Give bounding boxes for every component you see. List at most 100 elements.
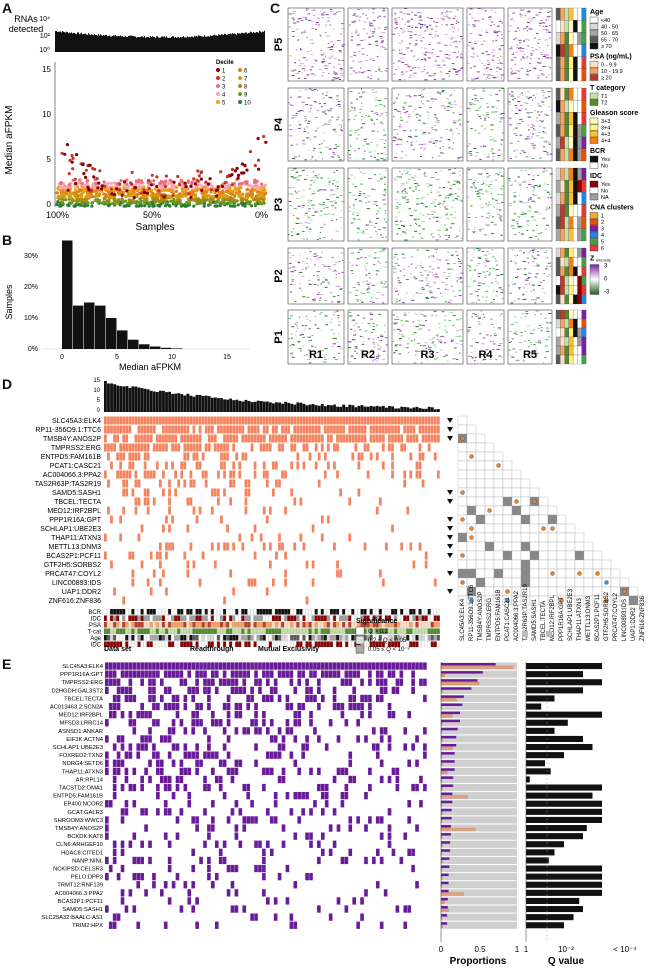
decile-legend-swatch (216, 100, 220, 104)
clinical-cell (568, 87, 574, 101)
heatmap-cell (469, 8, 473, 10)
heatmap-cell (322, 264, 324, 266)
rnas-bar (259, 30, 260, 52)
heatmap-cell (456, 277, 460, 279)
heatmap-cell (443, 200, 446, 202)
heatmap-cell (473, 232, 475, 234)
heatmap-cell (373, 123, 376, 125)
decile-point (93, 198, 97, 202)
heatmap-cell (496, 111, 498, 113)
heatmap-cell (445, 239, 449, 240)
heatmap-cell (537, 238, 539, 240)
heatmap-cell (320, 35, 322, 37)
a-ytick-10: 10 (42, 110, 51, 119)
heatmap-cell (355, 198, 357, 200)
fusion-cell (238, 416, 242, 425)
heatmap-cell (421, 361, 423, 363)
heatmap-cell (336, 98, 339, 100)
heatmap-cell (545, 224, 550, 226)
rnas-bar (196, 35, 197, 52)
rnas-bar (105, 34, 106, 52)
heatmap-cell (429, 107, 432, 108)
heatmap-cell (441, 12, 443, 14)
clinical-cell (581, 345, 587, 356)
heatmap-cell (528, 198, 532, 200)
heatmap-cell (297, 96, 300, 98)
heatmap-cell (338, 352, 340, 354)
heatmap-cell (351, 73, 353, 75)
decile-point (178, 198, 182, 202)
heatmap-cell (324, 55, 327, 57)
rnas-bar (256, 31, 257, 52)
decile-point (183, 181, 187, 185)
heatmap-cell (380, 38, 382, 40)
heatmap-cell (319, 313, 321, 315)
heatmap-cell (432, 101, 434, 102)
heatmap-cell (495, 359, 497, 361)
heatmap-cell (353, 358, 357, 359)
decile-point (239, 186, 243, 190)
heatmap-cell (314, 179, 316, 181)
clinical-cell (555, 20, 561, 33)
heatmap-cell (365, 202, 367, 204)
clinical-cell (581, 309, 587, 320)
heatmap-cell (532, 175, 535, 177)
heatmap-cell (419, 26, 422, 28)
heatmap-cell (528, 97, 531, 99)
heatmap-cell (290, 271, 294, 273)
heatmap-cell (467, 107, 470, 109)
heatmap-cell (509, 142, 512, 144)
clinical-cell (581, 56, 587, 70)
heatmap-cell (401, 225, 405, 227)
heatmap-cell (317, 276, 320, 278)
fusion-cell (305, 416, 309, 425)
clinical-cell (568, 216, 574, 229)
heatmap-cell (533, 194, 538, 196)
heatmap-cell (434, 35, 437, 37)
heatmap-cell (532, 50, 535, 52)
heatmap-cell (459, 352, 461, 354)
rnas-bar (253, 31, 254, 52)
clinical-cell (577, 247, 582, 258)
heatmap-cell (484, 277, 486, 278)
heatmap-cell (457, 157, 461, 159)
decile-point (200, 191, 204, 195)
decile-point (70, 154, 74, 158)
sample-count-bar (302, 403, 306, 412)
fusion-cell (128, 416, 132, 425)
heatmap-cell (508, 178, 511, 180)
decile-point (106, 190, 110, 194)
sample-count-bar (336, 406, 339, 412)
rnas-bar (211, 35, 212, 52)
heatmap-cell (374, 189, 377, 191)
heatmap-cell (519, 201, 524, 203)
fusion-cell (116, 425, 119, 434)
clinical-cell (564, 180, 570, 193)
heatmap-cell (362, 293, 366, 295)
heatmap-cell (500, 258, 502, 260)
heatmap-cell (380, 158, 384, 160)
heatmap-cell (418, 225, 421, 227)
heatmap-cell (484, 354, 487, 355)
heatmap-cell (533, 17, 536, 18)
heatmap-cell (487, 260, 491, 262)
heatmap-cell (487, 76, 489, 78)
heatmap-cell (325, 24, 328, 26)
heatmap-col-label: R4 (478, 349, 493, 361)
decile-point (145, 191, 149, 195)
heatmap-cell (291, 280, 294, 282)
sample-count-bar (152, 391, 156, 412)
heatmap-cell (333, 44, 335, 46)
heatmap-cell (499, 217, 502, 219)
heatmap-cell (397, 277, 400, 279)
heatmap-cell (469, 151, 473, 153)
heatmap-cell (415, 129, 417, 131)
clinical-cell (564, 257, 570, 267)
heatmap-cell (330, 329, 332, 331)
heatmap-cell (421, 313, 424, 315)
heatmap-cell (359, 19, 361, 21)
heatmap-cell (316, 284, 319, 286)
heatmap-cell (340, 252, 344, 254)
legend-swatch (589, 238, 599, 245)
heatmap-cell (300, 19, 304, 21)
